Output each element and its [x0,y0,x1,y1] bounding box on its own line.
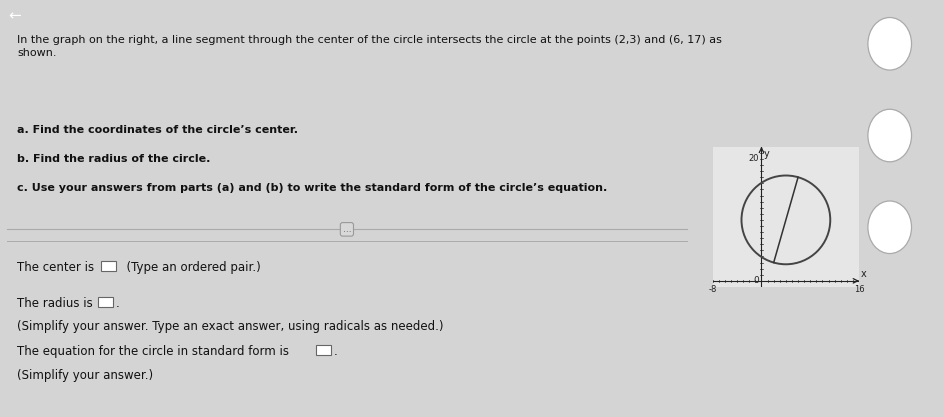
Text: a. Find the coordinates of the circle’s center.: a. Find the coordinates of the circle’s … [17,125,298,135]
Text: c. Use your answers from parts (a) and (b) to write the standard form of the cir: c. Use your answers from parts (a) and (… [17,183,608,193]
Bar [101,261,116,271]
Bar [98,297,113,307]
Text: (Simplify your answer.): (Simplify your answer.) [17,369,154,382]
Text: The center is: The center is [17,261,94,274]
Text: ←: ← [8,9,21,23]
Text: ...: ... [343,225,351,234]
Text: y: y [764,148,769,158]
Text: .: . [334,345,338,358]
Text: -8: -8 [709,285,716,294]
Text: In the graph on the right, a line segment through the center of the circle inter: In the graph on the right, a line segmen… [17,35,722,58]
Bar [315,345,331,355]
Text: 0: 0 [753,276,759,285]
Circle shape [868,18,912,70]
Text: The equation for the circle in standard form is: The equation for the circle in standard … [17,345,290,358]
Text: The radius is: The radius is [17,297,93,310]
Circle shape [868,201,912,254]
Text: .: . [116,297,120,310]
Text: b. Find the radius of the circle.: b. Find the radius of the circle. [17,154,211,164]
Text: x: x [860,269,866,279]
Text: (Simplify your answer. Type an exact answer, using radicals as needed.): (Simplify your answer. Type an exact ans… [17,320,444,333]
Text: 20: 20 [749,154,759,163]
Text: (Type an ordered pair.): (Type an ordered pair.) [119,261,261,274]
Text: 16: 16 [853,285,865,294]
Circle shape [868,109,912,162]
